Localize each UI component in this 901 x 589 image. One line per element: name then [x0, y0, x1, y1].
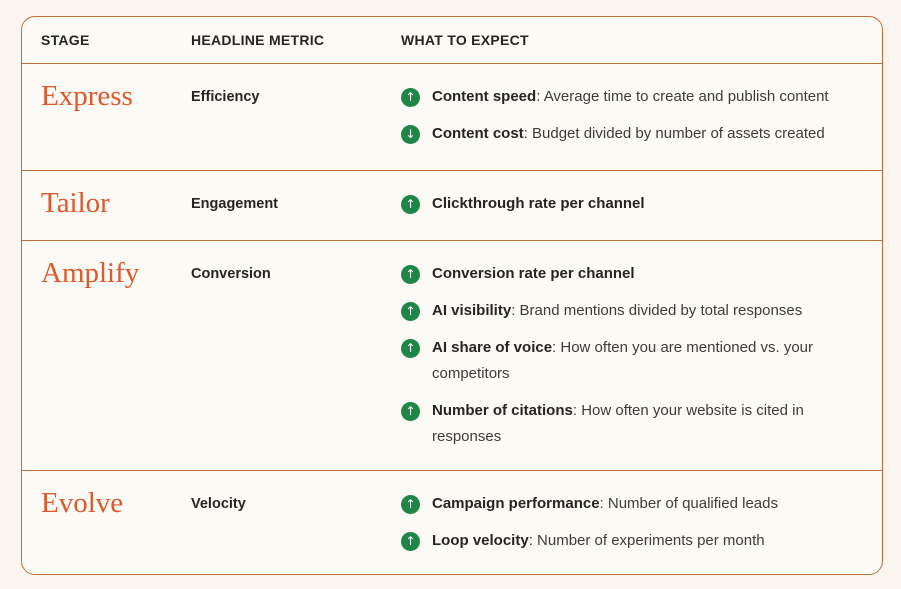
expectation-label: Conversion rate per channel: [432, 265, 635, 282]
expectation-item: ↑ Content speed: Average time to create …: [401, 84, 858, 110]
stage-name: Express: [41, 80, 133, 112]
stage-name: Tailor: [41, 187, 110, 219]
stage-name: Amplify: [41, 257, 140, 289]
table-body: Express Efficiency ↑ Content speed: Aver…: [22, 64, 882, 574]
expectation-label: Content cost: [432, 125, 524, 142]
table-row: Express Efficiency ↑ Content speed: Aver…: [22, 64, 882, 171]
table-row: Amplify Conversion ↑ Conversion rate per…: [22, 241, 882, 471]
expectation-description: : Budget divided by number of assets cre…: [523, 125, 825, 142]
expectation-description: : How often your website is cited in res…: [432, 402, 804, 445]
up-arrow-icon: ↑: [401, 531, 420, 551]
expectation-list: ↑ Content speed: Average time to create …: [401, 84, 858, 150]
headline-metric: Velocity: [191, 496, 246, 512]
up-arrow-icon: ↑: [401, 194, 420, 214]
expectation-item: ↑ Clickthrough rate per channel: [401, 191, 858, 217]
up-arrow-icon: ↑: [401, 264, 420, 284]
expectation-description: : Number of experiments per month: [528, 532, 765, 549]
up-arrow-icon: ↑: [401, 338, 420, 358]
expectation-description: : Average time to create and publish con…: [536, 88, 829, 105]
stages-table: STAGE HEADLINE METRIC WHAT TO EXPECT Exp…: [21, 16, 883, 575]
expectation-item: ↑ AI visibility: Brand mentions divided …: [401, 298, 858, 324]
up-arrow-icon: ↑: [401, 401, 420, 421]
up-arrow-icon: ↑: [401, 301, 420, 321]
up-arrow-icon: ↑: [401, 494, 420, 514]
expectation-label: Campaign performance: [432, 495, 600, 512]
expectation-label: Clickthrough rate per channel: [432, 195, 645, 212]
down-arrow-icon: ↓: [401, 124, 420, 144]
expectation-label: AI visibility: [432, 302, 512, 319]
expectation-list: ↑ Campaign performance: Number of qualif…: [401, 491, 858, 562]
header-headline-metric: HEADLINE METRIC: [191, 32, 325, 48]
expectation-label: Number of citations: [432, 402, 573, 419]
expectation-list: ↑ Conversion rate per channel ↑ AI visib…: [401, 261, 858, 450]
expectation-description: : How often you are mentioned vs. your c…: [432, 339, 814, 382]
expectation-label: AI share of voice: [432, 339, 553, 356]
expectation-description: : Number of qualified leads: [599, 495, 778, 512]
expectation-description: : Brand mentions divided by total respon…: [511, 302, 803, 319]
headline-metric: Conversion: [191, 266, 271, 282]
table-row: Tailor Engagement ↑ Clickthrough rate pe…: [22, 171, 882, 241]
expectation-item: ↑ Conversion rate per channel: [401, 261, 858, 287]
expectation-item: ↓ Content cost: Budget divided by number…: [401, 121, 858, 147]
expectation-item: ↑ AI share of voice: How often you are m…: [401, 335, 858, 387]
header-stage: STAGE: [41, 32, 90, 48]
expectation-label: Content speed: [432, 88, 537, 105]
up-arrow-icon: ↑: [401, 87, 420, 107]
headline-metric: Engagement: [191, 196, 279, 212]
table-row: Evolve Velocity ↑ Campaign performance: …: [22, 471, 882, 574]
expectation-label: Loop velocity: [432, 532, 529, 549]
stage-name: Evolve: [41, 487, 124, 519]
expectation-list: ↑ Clickthrough rate per channel: [401, 191, 858, 220]
table-header-row: STAGE HEADLINE METRIC WHAT TO EXPECT: [22, 17, 882, 64]
header-what-to-expect: WHAT TO EXPECT: [401, 32, 529, 48]
expectation-item: ↑ Loop velocity: Number of experiments p…: [401, 528, 858, 554]
expectation-item: ↑ Campaign performance: Number of qualif…: [401, 491, 858, 517]
expectation-item: ↑ Number of citations: How often your we…: [401, 398, 858, 450]
headline-metric: Efficiency: [191, 89, 260, 105]
